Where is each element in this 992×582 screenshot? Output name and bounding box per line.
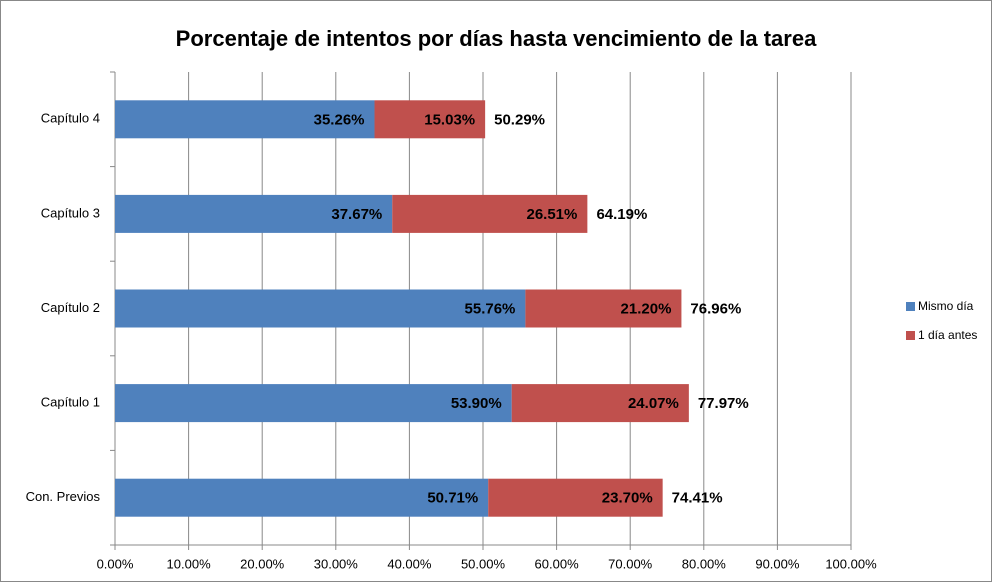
total-label: 76.96% [690,300,741,317]
data-label: 53.90% [451,395,502,412]
x-tick-label: 20.00% [240,556,285,571]
bar-segment [525,289,682,328]
data-label: 37.67% [331,206,382,223]
total-label: 74.41% [672,490,723,507]
bar-segment [511,384,689,423]
data-label: 15.03% [424,111,475,128]
x-tick-label: 30.00% [314,556,359,571]
total-label: 77.97% [698,395,749,412]
bar-segment [115,289,526,328]
data-label: 35.26% [314,111,365,128]
data-label: 26.51% [526,206,577,223]
data-label: 21.20% [621,300,672,317]
x-tick-label: 0.00% [97,556,134,571]
y-tick-label: Capítulo 4 [41,111,100,126]
x-tick-label: 60.00% [535,556,580,571]
bar-segment [488,478,663,517]
x-tick-label: 50.00% [461,556,506,571]
data-label: 50.71% [427,490,478,507]
chart-title: Porcentaje de intentos por días hasta ve… [176,26,817,51]
x-tick-label: 90.00% [755,556,800,571]
bar-segment [115,384,512,423]
bar-segment [392,194,588,233]
x-tick-label: 10.00% [167,556,212,571]
y-tick-label: Capítulo 1 [41,395,100,410]
bar-segment [374,100,486,139]
total-label: 50.29% [494,111,545,128]
y-tick-label: Con. Previos [26,489,101,504]
x-tick-label: 70.00% [608,556,653,571]
data-label: 55.76% [465,300,516,317]
bar-segment [115,100,375,139]
legend-swatch [906,331,915,340]
data-label: 24.07% [628,395,679,412]
total-label: 64.19% [596,206,647,223]
x-tick-label: 100.00% [825,556,877,571]
legend-swatch [906,302,915,311]
legend-label: Mismo día [918,299,974,313]
y-tick-label: Capítulo 3 [41,205,100,220]
bar-segment [115,194,393,233]
x-tick-label: 40.00% [387,556,432,571]
y-tick-label: Capítulo 2 [41,300,100,315]
legend-label: 1 día antes [918,328,977,342]
data-label: 23.70% [602,490,653,507]
bar-segment [115,478,489,517]
x-tick-label: 80.00% [682,556,727,571]
